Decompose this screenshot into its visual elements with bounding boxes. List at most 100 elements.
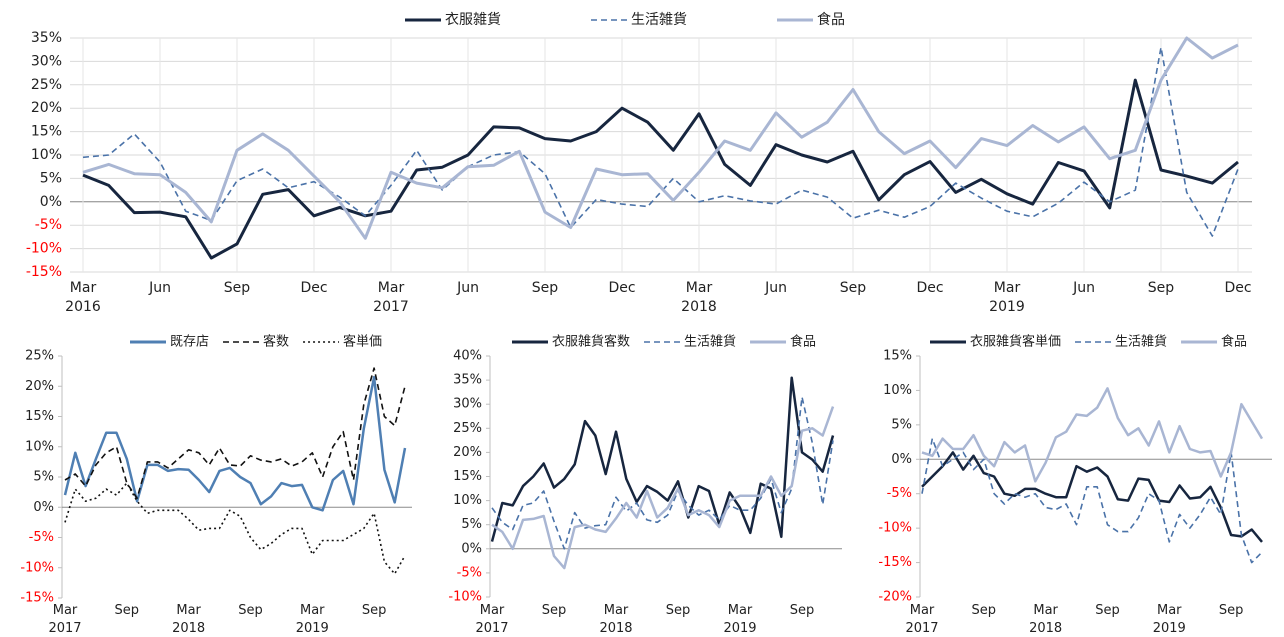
line-chart: -15% -10% -5% 0% 5% 10% 15% 20% 25% 30% 35% Mar 2016… [26,11,1252,315]
y-tick-label: -10% [26,241,62,257]
x-tick-label: Sep [362,603,387,618]
legend-label: 既存店 [170,335,209,350]
y-tick-label: 15% [25,409,54,424]
y-tick-label: -5% [457,565,482,580]
y-tick-label: -10% [448,590,482,605]
y-tick-label: 10% [31,147,62,163]
y-tick-label: 40% [453,349,482,364]
series-line [921,451,1263,543]
legend-label: 生活雑貨 [684,334,736,350]
y-tick-label: 0% [33,500,54,515]
series-line [64,367,406,499]
y-tick-label: 10% [453,493,482,508]
y-tick-label: -5% [887,486,912,501]
y-tick-label: 35% [453,373,482,388]
y-tick-label: 20% [453,445,482,460]
x-tick-label: Mar 2017 [475,603,508,636]
legend-label: 衣服雑貨客数 [552,334,630,350]
y-tick-label: 5% [891,417,912,432]
x-tick-label: Sep [115,603,140,618]
x-tick-label: Mar 2018 [1029,603,1062,636]
x-tick-label: Sep [666,603,691,618]
legend-label: 客単価 [343,334,382,350]
y-tick-label: 10% [25,439,54,454]
series-line [921,387,1264,483]
y-tick-label: 5% [461,517,482,532]
x-tick-label: Mar 2019 [723,603,756,636]
legend-label: 客数 [263,334,289,350]
x-tick-label: Sep [972,603,997,618]
y-tick-label: 30% [453,397,482,412]
x-tick-label: Sep [238,603,263,618]
series-line [491,406,835,570]
legend-label: 生活雑貨 [631,11,687,28]
legend-label: 生活雑貨 [1115,334,1167,350]
x-tick-label: Mar 2019 [989,280,1025,315]
y-tick-label: 25% [25,349,54,364]
y-tick-label: 0% [40,194,62,210]
x-tick-label: Sep [790,603,815,618]
series-line [63,375,407,512]
x-tick-label: Jun [764,280,787,296]
series-line [490,376,835,542]
x-tick-label: Sep [224,280,251,296]
series-line [64,482,406,575]
y-tick-label: 0% [461,541,482,556]
line-chart: -20% -15% -10% -5% 0% 5% 10% 15% Mar 2017 Sep Mar 20… [878,334,1272,636]
x-tick-label: Sep [1095,603,1120,618]
x-tick-label: Mar 2018 [681,280,717,315]
series-line [82,46,1239,237]
series-line [491,396,834,550]
series-line [82,78,1239,260]
x-tick-label: Jun [1072,280,1095,296]
y-tick-label: 10% [883,383,912,398]
x-tick-label: Mar 2018 [172,603,205,636]
x-tick-label: Sep [1148,280,1175,296]
y-tick-label: -15% [878,555,912,570]
y-tick-label: -5% [35,217,62,233]
y-tick-label: -15% [20,591,54,606]
x-tick-label: Mar 2018 [599,603,632,636]
x-tick-label: Dec [300,280,327,296]
x-tick-label: Sep [532,280,559,296]
x-tick-label: Sep [542,603,567,618]
x-tick-label: Sep [1219,603,1244,618]
y-tick-label: 5% [40,170,62,186]
y-tick-label: 5% [33,470,54,485]
y-tick-label: 15% [883,349,912,364]
y-tick-label: 25% [453,421,482,436]
y-tick-label: 30% [31,53,62,69]
line-chart: -10% -5% 0% 5% 10% 15% 20% 25% 30% 35% 40% Mar 2017 S… [448,334,842,636]
y-tick-label: 20% [25,379,54,394]
y-tick-label: 20% [31,100,62,116]
x-tick-label: Mar 2016 [65,280,101,315]
x-tick-label: Jun [148,280,171,296]
line-chart: -15% -10% -5% 0% 5% 10% 15% 20% 25% Mar 2017 Sep Mar… [20,334,412,636]
x-tick-label: Dec [608,280,635,296]
x-tick-label: Dec [1224,280,1251,296]
legend-label: 食品 [817,11,845,28]
x-tick-label: Dec [916,280,943,296]
legend-label: 食品 [1221,334,1247,350]
y-tick-label: -5% [29,530,54,545]
legend-label: 衣服雑貨客単価 [970,334,1061,350]
y-tick-label: 25% [31,77,62,93]
y-tick-label: 35% [31,30,62,46]
y-tick-label: -20% [878,590,912,605]
series-line [82,36,1239,240]
x-tick-label: Mar 2019 [1153,603,1186,636]
x-tick-label: Sep [840,280,867,296]
y-tick-label: 15% [31,124,62,140]
legend-label: 衣服雑貨 [445,11,501,28]
x-tick-label: Mar 2017 [48,603,81,636]
y-tick-label: -10% [878,521,912,536]
y-tick-label: -10% [20,560,54,575]
y-tick-label: -15% [26,264,62,280]
x-tick-label: Mar 2017 [373,280,409,315]
y-tick-label: 15% [453,469,482,484]
x-tick-label: Mar 2017 [905,603,938,636]
x-tick-label: Mar 2019 [296,603,329,636]
legend-label: 食品 [790,334,816,350]
x-tick-label: Jun [456,280,479,296]
